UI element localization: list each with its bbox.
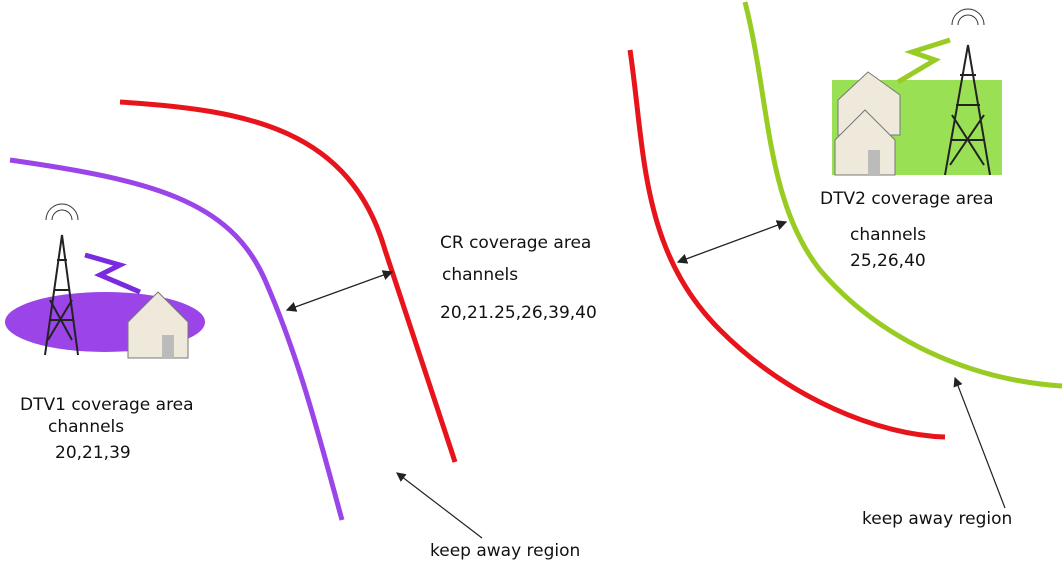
cr-boundary-left bbox=[119, 99, 458, 463]
cr-title: CR coverage area bbox=[440, 233, 591, 253]
pointer-arrow bbox=[953, 376, 1006, 509]
dtv1-channels-label: channels bbox=[48, 417, 124, 437]
distance-arrow bbox=[676, 220, 788, 264]
dtv2-boundary bbox=[742, 1, 1063, 389]
cr-boundary-right bbox=[627, 49, 946, 440]
dtv2-channels-label: channels bbox=[850, 225, 926, 245]
dtv2-icon bbox=[832, 8, 1002, 176]
distance-arrow bbox=[285, 270, 394, 312]
dtv2-title: DTV2 coverage area bbox=[820, 189, 994, 209]
cr-channels-label: channels bbox=[442, 265, 518, 285]
dtv1-boundary bbox=[9, 157, 345, 521]
pointer-arrow bbox=[396, 472, 483, 539]
keep-away-label: keep away region bbox=[862, 509, 1012, 529]
dtv1-channels: 20,21,39 bbox=[55, 443, 131, 463]
cr-channels: 20,21.25,26,39,40 bbox=[440, 303, 597, 323]
dtv1-icon bbox=[5, 203, 205, 359]
dtv1-title: DTV1 coverage area bbox=[20, 395, 194, 415]
keep-away-label: keep away region bbox=[430, 541, 580, 561]
dtv2-channels: 25,26,40 bbox=[850, 251, 926, 271]
